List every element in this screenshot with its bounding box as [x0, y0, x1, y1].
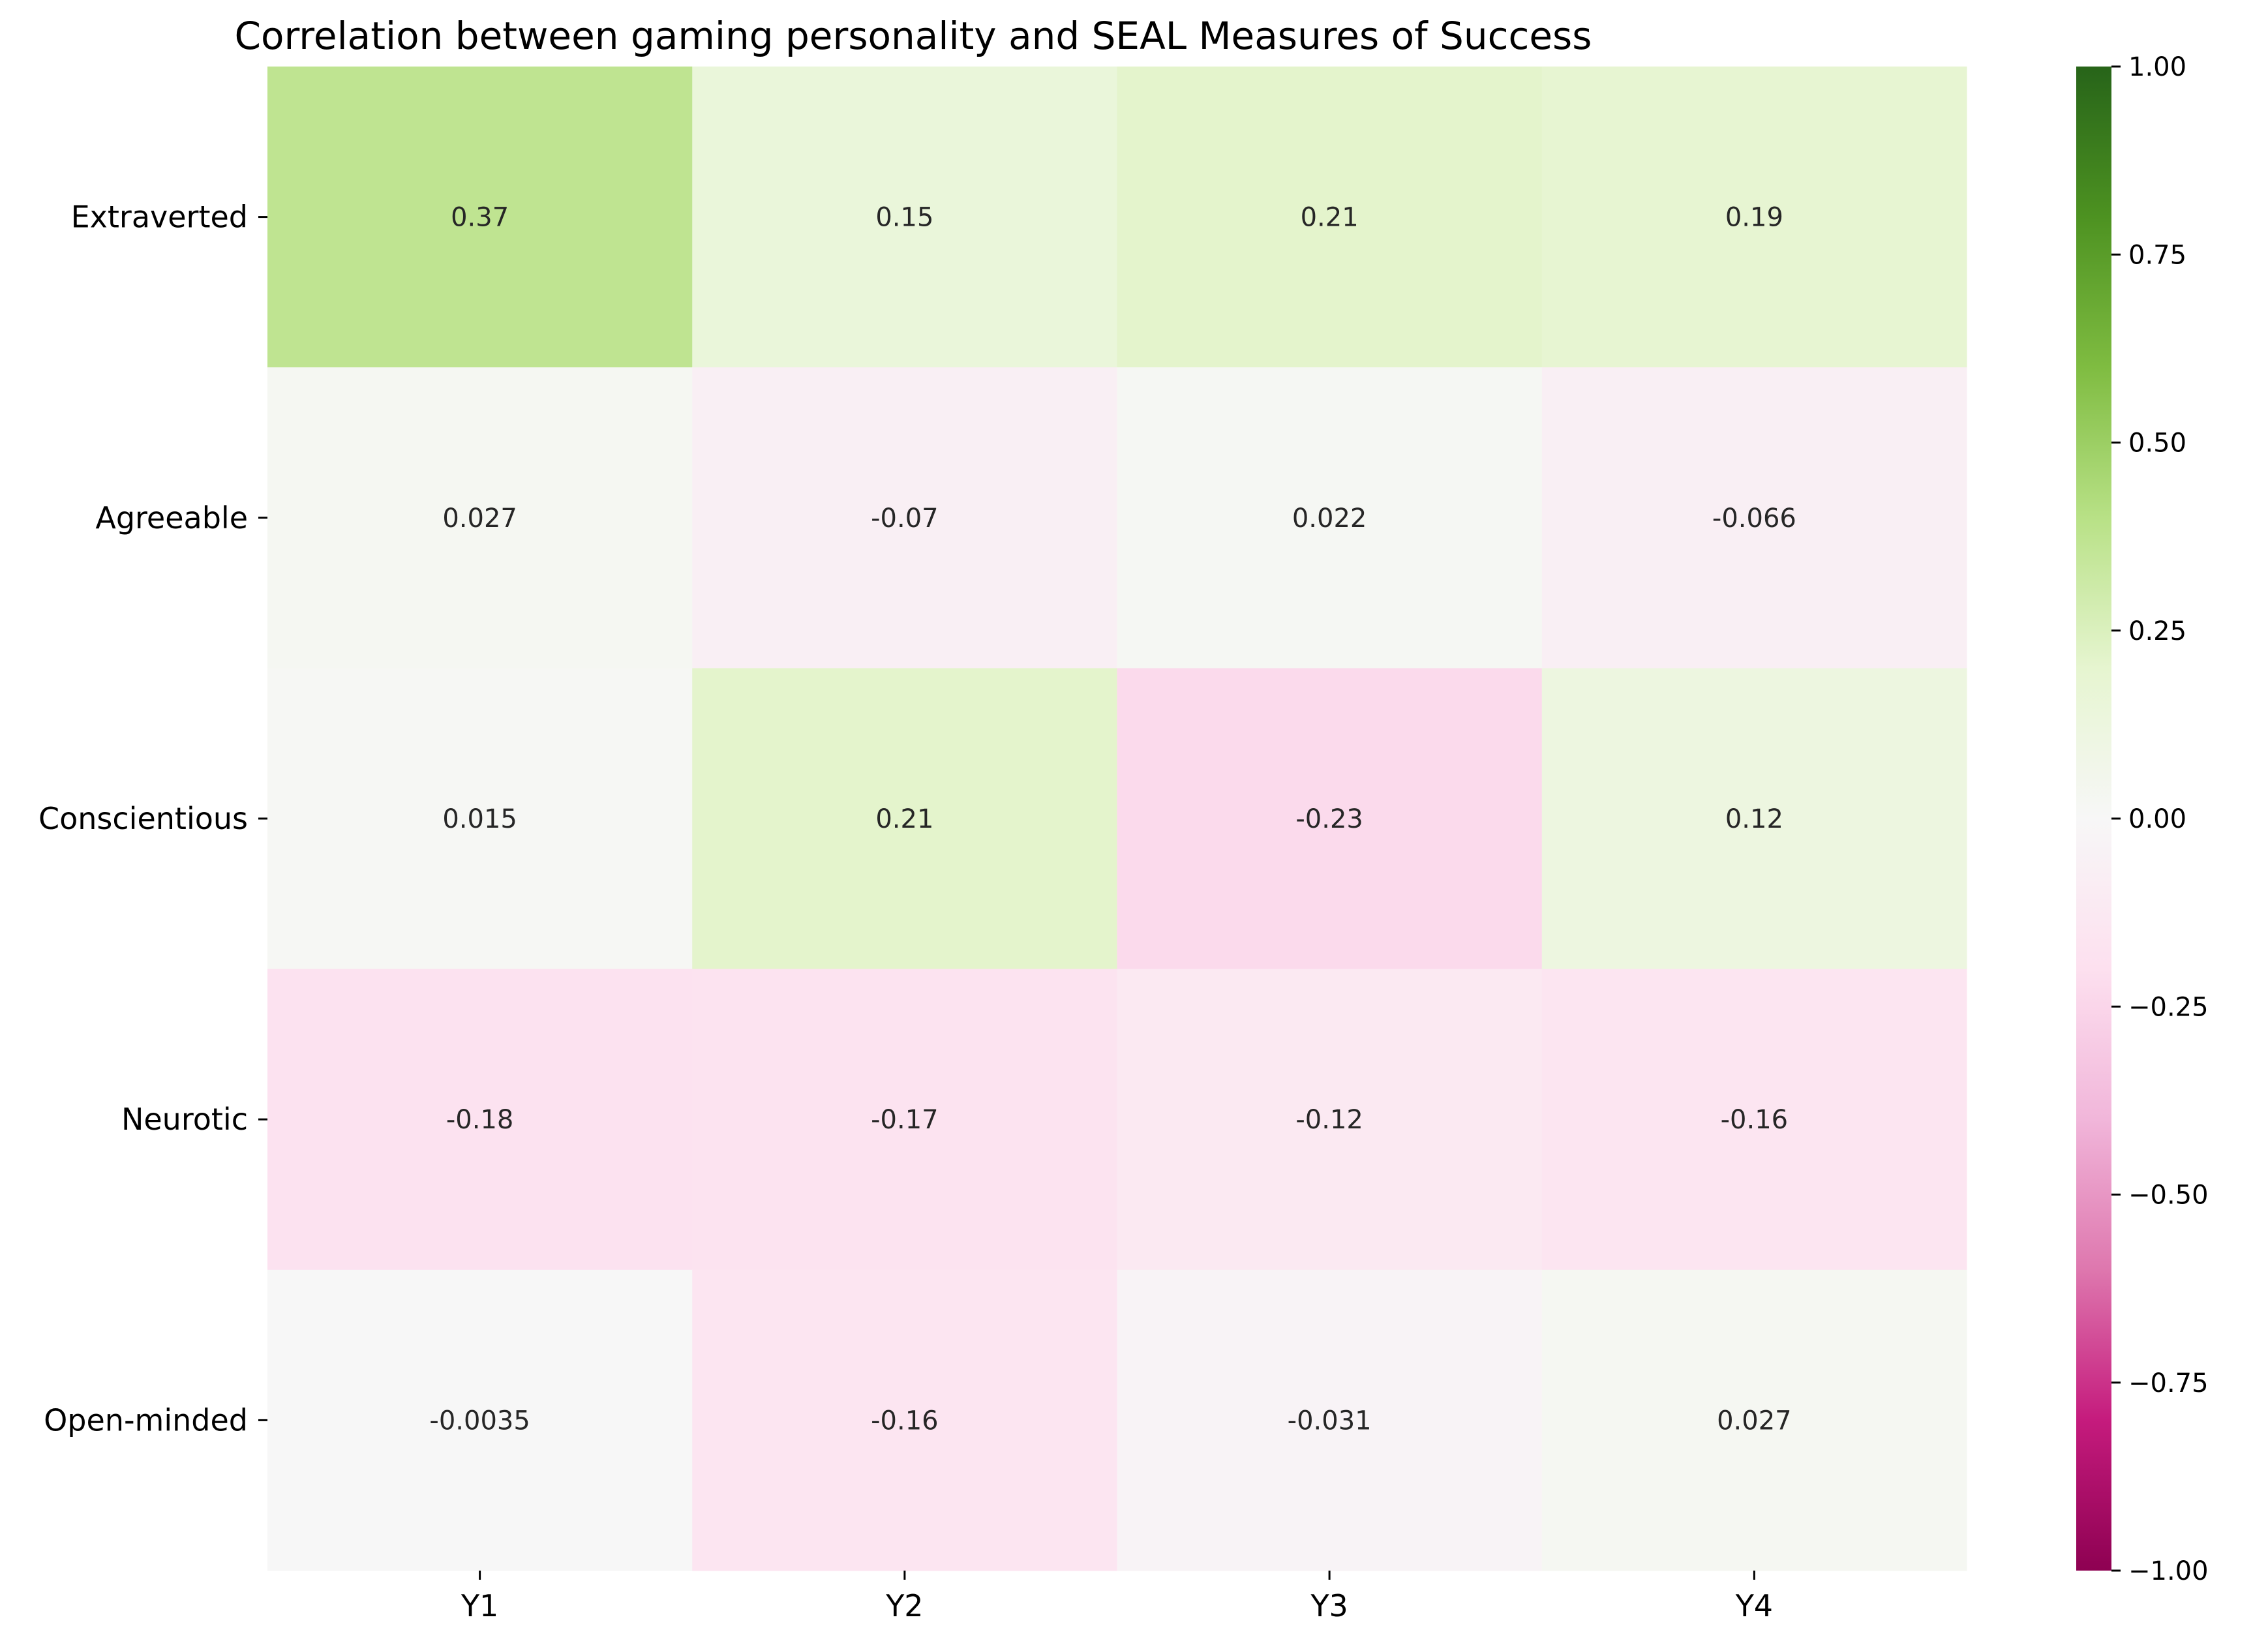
- heatmap-cell: [1117, 67, 1543, 368]
- heatmap-cell: [692, 668, 1117, 970]
- column-tick-label: Y1: [461, 1588, 498, 1623]
- row-tick-label: Open-minded: [44, 1402, 248, 1438]
- row-tick-labels: Extraverted Agreeable Conscientious Neuroti…: [38, 200, 267, 1438]
- colorbar-tick-label: 0.25: [2128, 616, 2186, 646]
- colorbar-tick-label: −0.25: [2128, 992, 2209, 1022]
- cell-value-label: -0.07: [871, 504, 939, 534]
- heatmap-cell: [267, 668, 693, 970]
- heatmap-cell-labels: 0.37 0.15 0.21 0.19 0.027 -0.07 0.022 -0.066 0.0…: [429, 203, 1796, 1436]
- cell-value-label: 0.12: [1725, 804, 1783, 834]
- heatmap-cell: [692, 67, 1117, 368]
- heatmap-cell: [692, 1269, 1117, 1571]
- cell-value-label: -0.23: [1295, 804, 1363, 834]
- column-tick-labels: Y1 Y2 Y3 Y4: [461, 1571, 1773, 1623]
- cell-value-label: -0.12: [1295, 1105, 1363, 1135]
- cell-value-label: -0.16: [871, 1406, 939, 1436]
- heatmap-cell: [692, 969, 1117, 1271]
- cell-value-label: 0.19: [1725, 203, 1783, 233]
- cell-value-label: 0.21: [1301, 203, 1359, 233]
- heatmap-cell: [1541, 367, 1967, 669]
- colorbar-tick-label: 0.75: [2128, 240, 2186, 270]
- cell-value-label: -0.066: [1712, 504, 1796, 534]
- cell-value-label: -0.16: [1721, 1105, 1789, 1135]
- cell-value-label: 0.022: [1292, 504, 1367, 534]
- heatmap-cell: [1541, 668, 1967, 970]
- cell-value-label: -0.18: [446, 1105, 514, 1135]
- heatmap-cell: [267, 67, 693, 368]
- cell-value-label: -0.17: [871, 1105, 939, 1135]
- row-tick-label: Neurotic: [121, 1102, 248, 1137]
- colorbar-tick-label: 1.00: [2128, 52, 2186, 82]
- chart-title: Correlation between gaming personality a…: [235, 14, 1592, 58]
- heatmap-cell: [267, 1269, 693, 1571]
- column-tick-label: Y3: [1310, 1588, 1348, 1623]
- cell-value-label: 0.15: [875, 203, 933, 233]
- colorbar-tick-label: −1.00: [2128, 1556, 2209, 1586]
- colorbar: 1.00 0.75 0.50 0.25 0.00 −0.25 −0.50 −0.75 −1.00: [2076, 52, 2209, 1586]
- heatmap-cell: [1117, 1269, 1543, 1571]
- colorbar-tick-label: 0.50: [2128, 429, 2186, 459]
- heatmap-cell: [1117, 367, 1543, 669]
- colorbar-gradient: [2076, 67, 2111, 1571]
- cell-value-label: -0.031: [1288, 1406, 1372, 1436]
- column-tick-label: Y2: [885, 1588, 923, 1623]
- cell-value-label: 0.37: [451, 203, 509, 233]
- cell-value-label: 0.21: [875, 804, 933, 834]
- cell-value-label: 0.027: [442, 504, 517, 534]
- heatmap-cell: [1541, 969, 1967, 1271]
- cell-value-label: -0.0035: [429, 1406, 530, 1436]
- heatmap-cell: [1117, 668, 1543, 970]
- heatmap-cell: [1541, 1269, 1967, 1571]
- heatmap-cells: [267, 67, 1967, 1571]
- heatmap-cell: [1541, 67, 1967, 368]
- row-tick-label: Agreeable: [95, 500, 248, 535]
- row-tick-label: Conscientious: [38, 801, 248, 836]
- column-tick-label: Y4: [1735, 1588, 1773, 1623]
- heatmap-cell: [1117, 969, 1543, 1271]
- heatmap-cell: [267, 367, 693, 669]
- cell-value-label: 0.015: [442, 804, 517, 834]
- colorbar-tick-label: −0.75: [2128, 1368, 2209, 1398]
- colorbar-tick-label: −0.50: [2128, 1181, 2209, 1211]
- heatmap-cell: [692, 367, 1117, 669]
- cell-value-label: 0.027: [1717, 1406, 1792, 1436]
- heatmap-cell: [267, 969, 693, 1271]
- row-tick-label: Extraverted: [71, 200, 248, 235]
- colorbar-tick-label: 0.00: [2128, 804, 2186, 834]
